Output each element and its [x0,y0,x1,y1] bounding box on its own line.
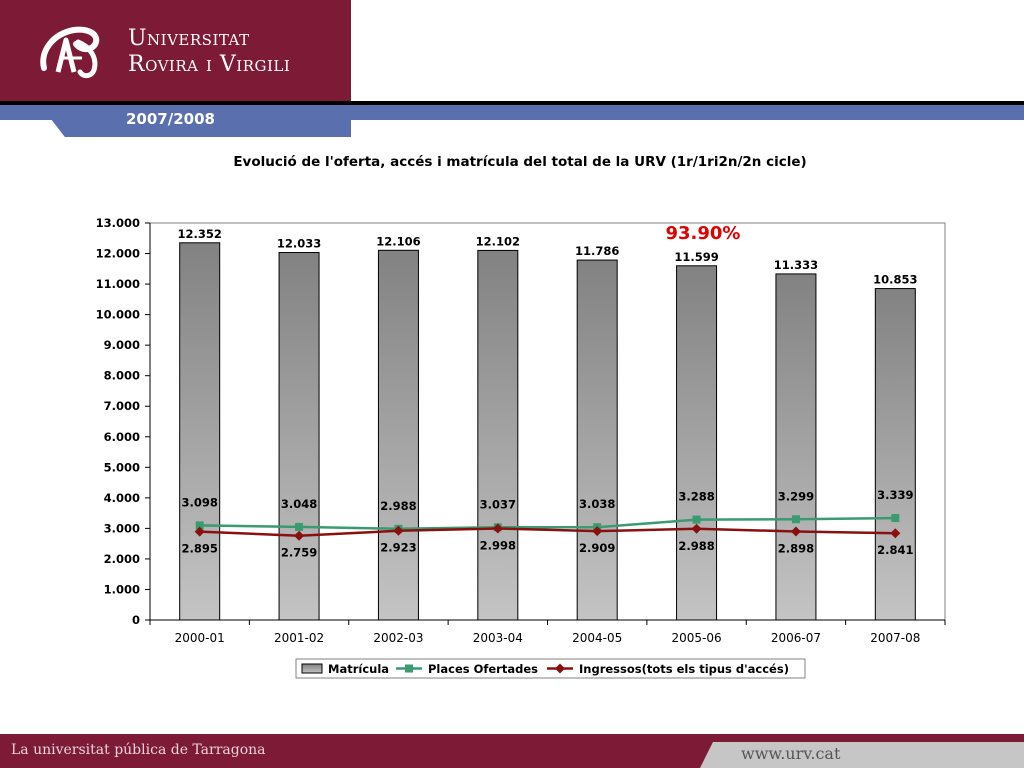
bar-data-label: 12.102 [476,234,520,248]
marker-places-ofertades [692,515,701,524]
university-name: Universitat Rovira i Virgili [128,26,290,78]
y-tick-label: 11.000 [96,277,140,291]
y-tick-label: 4.000 [104,491,140,505]
bar-matricula [775,273,817,621]
places-data-label: 3.288 [678,490,714,504]
ingressos-data-label: 2.988 [678,539,714,553]
y-tick-label: 7.000 [104,399,140,413]
marker-ingressos [492,523,503,534]
x-tick-label: 2007-08 [870,631,920,645]
footer-url[interactable]: www.urv.cat [741,744,841,763]
places-data-label: 3.339 [877,488,913,502]
places-data-label: 2.988 [380,499,416,513]
legend-label-places: Places Ofertades [428,662,538,676]
marker-ingressos [393,525,404,536]
bar-matricula [676,265,718,621]
marker-places-ofertades [295,522,304,531]
y-tick-label: 0 [132,613,140,627]
bar-data-label: 11.333 [774,258,818,272]
ingressos-data-label: 2.759 [281,546,317,560]
line-places-ofertades [199,516,896,531]
bar-data-label: 10.853 [873,273,917,287]
marker-ingressos [194,526,205,537]
ingressos-data-label: 2.895 [181,542,217,556]
y-tick-label: 13.000 [96,216,140,230]
marker-ingressos [691,523,702,534]
chart-title: Evolució de l'oferta, accés i matrícula … [233,154,807,170]
bar-matricula [278,252,320,621]
ingressos-data-label: 2.923 [380,541,416,555]
plot-area [149,222,946,621]
y-tick-label: 6.000 [104,430,140,444]
ingressos-data-label: 2.998 [480,538,516,552]
chart-svg: 0 1.000 2.000 3.000 4.000 5.000 6.000 7.000 8.00… [96,216,946,679]
y-tick-label: 3.000 [104,521,140,535]
places-data-label: 3.299 [778,489,814,503]
footer-url-panel [700,742,1024,768]
marker-places-ofertades [791,515,800,524]
year-label: 2007/2008 [126,110,215,128]
marker-places-ofertades [195,521,204,530]
y-tick-label: 2.000 [104,552,140,566]
marker-ingressos [790,526,801,537]
legend-marker-places [405,664,413,673]
x-tick-label: 2006-07 [771,631,821,645]
x-tick-label: 2003-04 [473,631,523,645]
urv-logo-icon [40,26,100,79]
bar-data-label: 11.599 [674,250,718,264]
bar-data-label: 12.106 [376,234,420,248]
x-tick-label: 2000-01 [175,631,225,645]
marker-ingressos [592,526,603,537]
x-tick-label: 2002-03 [373,631,423,645]
y-tick-label: 10.000 [96,308,140,322]
bar-matricula [874,288,916,621]
legend-label-ingressos: Ingressos(tots els tipus d'accés) [579,662,789,676]
legend-swatch-matricula [301,663,323,674]
annotation-percentage: 93.90% [666,223,741,244]
university-name-line1: Universitat [128,26,250,51]
places-data-label: 3.098 [181,495,217,509]
ingressos-data-label: 2.909 [579,541,615,555]
bar-data-label: 11.786 [575,244,619,258]
ingressos-data-label: 2.898 [778,541,814,555]
marker-places-ofertades [891,514,900,523]
header-rule [0,101,1024,105]
y-tick-label: 5.000 [104,460,140,474]
places-data-label: 3.038 [579,497,615,511]
bar-data-label: 12.033 [277,237,321,251]
y-tick-label: 1.000 [104,582,140,596]
y-tick-label: 12.000 [96,247,140,261]
footer-tagline: La universitat pública de Tarragona [11,742,266,758]
bar-matricula [179,242,221,621]
bar-matricula [477,249,519,621]
x-tick-label: 2001-02 [274,631,324,645]
x-tick-label: 2005-06 [671,631,721,645]
bar-matricula [576,259,618,621]
x-tick-label: 2004-05 [572,631,622,645]
marker-ingressos [294,530,305,541]
year-tab [40,105,351,137]
bar-data-label: 12.352 [177,227,221,241]
y-tick-label: 9.000 [104,338,140,352]
university-name-line2: Rovira i Virgili [128,52,291,77]
marker-ingressos [890,528,901,539]
ingressos-data-label: 2.841 [877,543,913,557]
legend-label-matricula: Matrícula [328,662,389,676]
line-ingressos [199,527,896,537]
legend-marker-ingressos [555,663,565,674]
y-tick-label: 8.000 [104,369,140,383]
places-data-label: 3.037 [480,497,516,511]
bar-matricula [377,249,419,621]
header-brand-block: Universitat Rovira i Virgili [0,0,351,101]
places-data-label: 3.048 [281,497,317,511]
